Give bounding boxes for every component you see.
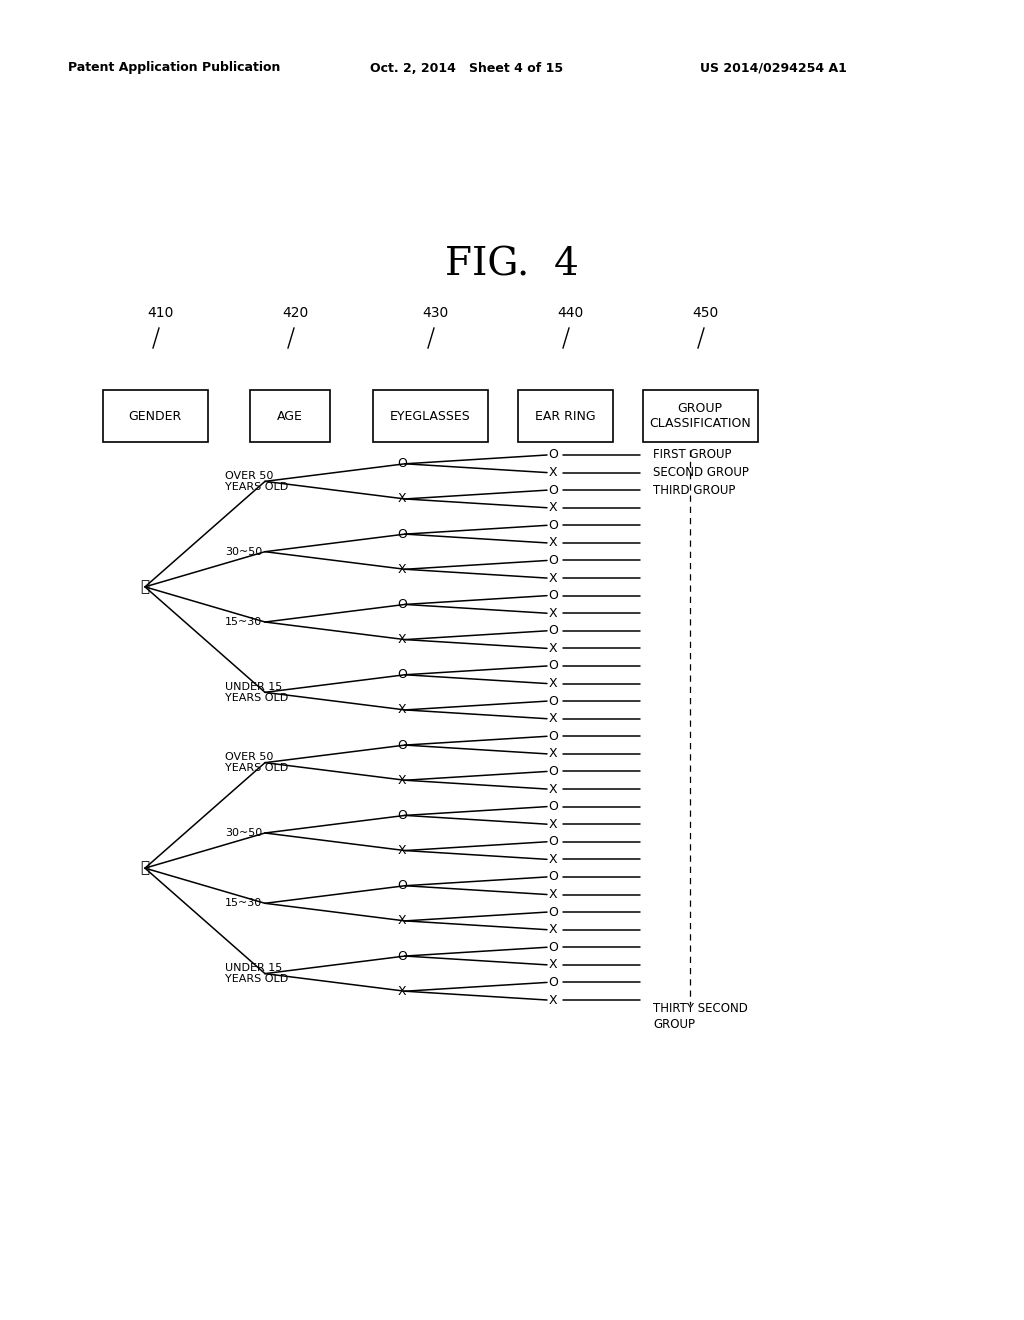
- Text: X: X: [549, 994, 557, 1006]
- Text: 430: 430: [422, 306, 449, 319]
- FancyBboxPatch shape: [517, 389, 612, 442]
- Text: X: X: [549, 536, 557, 549]
- Text: UNDER 15
YEARS OLD: UNDER 15 YEARS OLD: [225, 681, 288, 704]
- Text: OVER 50
YEARS OLD: OVER 50 YEARS OLD: [225, 752, 288, 774]
- Text: O: O: [397, 739, 407, 751]
- Text: X: X: [549, 888, 557, 902]
- Text: X: X: [397, 492, 407, 506]
- Text: OVER 50
YEARS OLD: OVER 50 YEARS OLD: [225, 470, 288, 492]
- Text: O: O: [548, 660, 558, 672]
- Text: X: X: [549, 572, 557, 585]
- Text: X: X: [549, 958, 557, 972]
- Text: AGE: AGE: [278, 409, 303, 422]
- Text: 410: 410: [147, 306, 173, 319]
- Text: 15~30: 15~30: [225, 616, 262, 627]
- Text: O: O: [397, 809, 407, 822]
- Text: O: O: [548, 589, 558, 602]
- FancyBboxPatch shape: [250, 389, 330, 442]
- Text: X: X: [549, 607, 557, 619]
- Text: O: O: [397, 598, 407, 611]
- Text: 남: 남: [140, 579, 150, 594]
- Text: O: O: [548, 624, 558, 638]
- Text: FIG.  4: FIG. 4: [445, 247, 579, 284]
- Text: X: X: [397, 562, 407, 576]
- Text: O: O: [397, 668, 407, 681]
- Text: GENDER: GENDER: [128, 409, 181, 422]
- Text: EYEGLASSES: EYEGLASSES: [389, 409, 470, 422]
- Text: X: X: [397, 915, 407, 928]
- Text: 420: 420: [282, 306, 308, 319]
- Text: O: O: [548, 554, 558, 568]
- Text: O: O: [548, 730, 558, 743]
- Text: SECOND GROUP: SECOND GROUP: [653, 466, 749, 479]
- Text: O: O: [548, 906, 558, 919]
- Text: O: O: [397, 949, 407, 962]
- Text: 30~50: 30~50: [225, 546, 262, 557]
- Text: Oct. 2, 2014   Sheet 4 of 15: Oct. 2, 2014 Sheet 4 of 15: [370, 62, 563, 74]
- FancyBboxPatch shape: [373, 389, 487, 442]
- Text: O: O: [397, 457, 407, 470]
- Text: THIRD GROUP: THIRD GROUP: [653, 483, 735, 496]
- Text: 440: 440: [557, 306, 584, 319]
- Text: X: X: [549, 642, 557, 655]
- Text: O: O: [548, 975, 558, 989]
- Text: X: X: [549, 923, 557, 936]
- FancyBboxPatch shape: [102, 389, 208, 442]
- Text: O: O: [548, 483, 558, 496]
- Text: O: O: [548, 870, 558, 883]
- Text: 여: 여: [140, 861, 150, 875]
- Text: O: O: [397, 528, 407, 541]
- Text: O: O: [548, 766, 558, 777]
- Text: UNDER 15
YEARS OLD: UNDER 15 YEARS OLD: [225, 962, 288, 985]
- Text: X: X: [397, 634, 407, 645]
- Text: O: O: [397, 879, 407, 892]
- Text: 30~50: 30~50: [225, 828, 262, 838]
- Text: X: X: [397, 985, 407, 998]
- Text: X: X: [549, 713, 557, 725]
- Text: X: X: [397, 704, 407, 717]
- Text: X: X: [397, 843, 407, 857]
- Text: US 2014/0294254 A1: US 2014/0294254 A1: [700, 62, 847, 74]
- Text: X: X: [397, 774, 407, 787]
- Text: FIRST GROUP: FIRST GROUP: [653, 449, 731, 462]
- Text: X: X: [549, 853, 557, 866]
- Text: GROUP
CLASSIFICATION: GROUP CLASSIFICATION: [649, 403, 751, 430]
- Text: O: O: [548, 941, 558, 954]
- Text: X: X: [549, 466, 557, 479]
- Text: X: X: [549, 677, 557, 690]
- Text: O: O: [548, 519, 558, 532]
- Text: THIRTY SECOND
GROUP: THIRTY SECOND GROUP: [653, 1002, 748, 1031]
- Text: Patent Application Publication: Patent Application Publication: [68, 62, 281, 74]
- Text: EAR RING: EAR RING: [535, 409, 595, 422]
- Text: O: O: [548, 836, 558, 849]
- Text: O: O: [548, 800, 558, 813]
- Text: X: X: [549, 783, 557, 796]
- Text: 15~30: 15~30: [225, 899, 262, 908]
- Text: O: O: [548, 449, 558, 462]
- Text: 450: 450: [692, 306, 718, 319]
- Text: X: X: [549, 817, 557, 830]
- Text: O: O: [548, 694, 558, 708]
- FancyBboxPatch shape: [642, 389, 758, 442]
- Text: X: X: [549, 747, 557, 760]
- Text: X: X: [549, 502, 557, 515]
